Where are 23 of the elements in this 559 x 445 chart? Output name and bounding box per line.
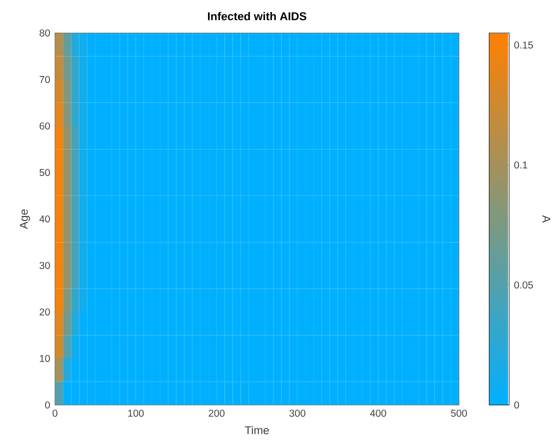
x-tick-label: 0 (52, 410, 58, 417)
y-tick-label: 40 (39, 215, 50, 223)
chart-title: Infected with AIDS (208, 12, 306, 20)
x-tick-label: 200 (208, 410, 225, 417)
y-tick-label: 20 (40, 308, 50, 316)
x-tick-label: 300 (289, 410, 306, 417)
y-tick-label: 60 (40, 122, 50, 130)
x-axis-title: Time (244, 426, 269, 434)
color-bar-label: 0.05 (514, 281, 533, 289)
y-tick-label: 30 (40, 262, 50, 270)
y-tick-label: 80 (40, 29, 50, 37)
y-tick-label: 70 (40, 76, 50, 84)
x-tick-label: 100 (128, 410, 144, 417)
x-tick-label: 500 (451, 410, 467, 417)
x-tick-label: 400 (370, 410, 386, 417)
color-bar-title: A (542, 215, 550, 223)
color-bar-label: 0.15 (514, 41, 533, 49)
y-tick-label: 10 (40, 354, 50, 362)
color-bar-label: 0.1 (514, 161, 528, 169)
y-tick-label: 50 (40, 168, 50, 176)
y-axis-title: Age (20, 209, 30, 230)
color-bar-label: 0 (514, 401, 520, 409)
y-tick-label: 0 (45, 401, 50, 409)
